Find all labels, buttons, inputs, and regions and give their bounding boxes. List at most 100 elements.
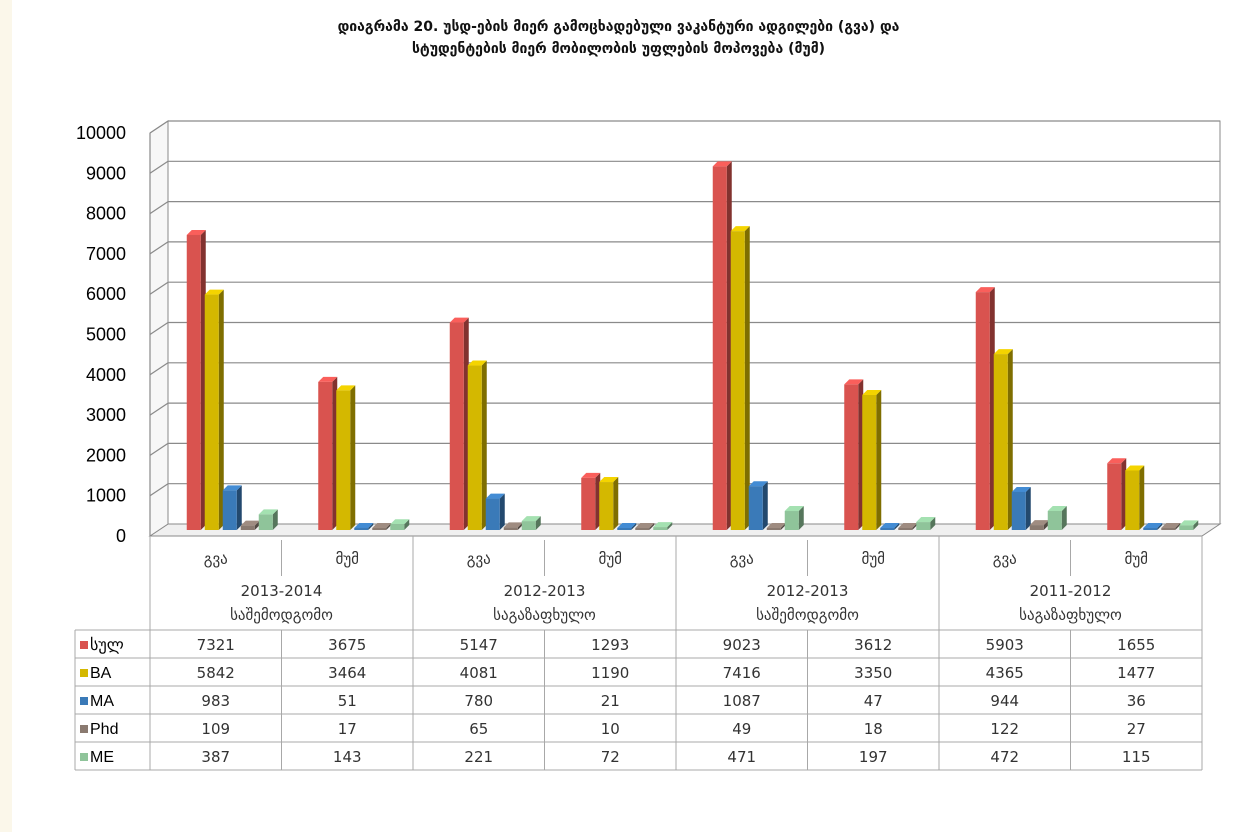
bar-side [481, 360, 487, 530]
bar [748, 481, 768, 530]
bar-top [521, 516, 541, 522]
bar-side [200, 229, 206, 531]
table-cell: 36 [1127, 692, 1146, 710]
chart-title-line1: დიაგრამა 20. უსდ-ების მიერ გამოცხადებული… [337, 19, 900, 35]
bar [318, 376, 338, 530]
gridline-side [149, 241, 169, 255]
group-period-label: 2012-2013 [504, 582, 586, 600]
bar [766, 523, 786, 530]
category-label: მუმ [1124, 550, 1148, 568]
bar [1161, 523, 1181, 530]
bar [485, 493, 505, 530]
bar [975, 287, 995, 530]
table-cell: 3675 [328, 636, 366, 654]
table-cell: 17 [338, 720, 357, 738]
gridline-side [149, 402, 169, 416]
bar-top [1143, 523, 1163, 528]
bar [449, 317, 469, 530]
bar-side [386, 523, 392, 530]
y-tick-label: 0 [116, 526, 126, 546]
bar-top [880, 523, 900, 528]
table-cell: 471 [727, 748, 756, 766]
bar [898, 523, 918, 530]
bar [993, 349, 1013, 530]
table-cell: 5903 [986, 636, 1024, 654]
bar-front [1107, 463, 1122, 530]
y-tick-label: 6000 [86, 284, 126, 304]
bar-top [372, 523, 392, 528]
bar-side [649, 523, 655, 530]
table-cell: 21 [601, 692, 620, 710]
bar [354, 522, 374, 530]
bar-top [730, 226, 750, 232]
bar-top [844, 379, 864, 385]
bar-side [218, 289, 224, 530]
bar [599, 477, 619, 530]
bar [1011, 486, 1031, 530]
table-cell: 122 [990, 720, 1019, 738]
bar-front [712, 166, 727, 530]
bar-top [449, 317, 469, 323]
bar-side [744, 226, 750, 530]
bar [712, 161, 732, 530]
bar [1125, 465, 1145, 530]
legend-swatch [80, 697, 88, 705]
table-cell: 3350 [854, 664, 892, 682]
bar-side [726, 161, 732, 530]
bar-side [1193, 520, 1199, 530]
bar-top [503, 522, 523, 528]
bar [635, 523, 655, 530]
table-cell: 5147 [460, 636, 498, 654]
bar-top [1125, 465, 1145, 471]
legend-swatch [80, 669, 88, 677]
bar-top [862, 389, 882, 395]
bar-front [862, 394, 877, 530]
bar-top [1179, 520, 1199, 526]
bar-top [186, 229, 206, 235]
table-cell: 7416 [723, 664, 761, 682]
bar [1047, 505, 1067, 530]
bar-front [1047, 510, 1062, 530]
table-cell: 472 [990, 748, 1019, 766]
bar-side [989, 287, 995, 530]
bar-side [1175, 523, 1181, 530]
bar-side [1043, 520, 1049, 530]
bar-side [463, 317, 469, 530]
bar-top [222, 485, 242, 491]
bar [617, 523, 637, 530]
bar-front [1143, 528, 1158, 530]
bar [222, 485, 242, 530]
bar-front [222, 490, 237, 530]
legend-swatch [80, 753, 88, 761]
bar [1029, 520, 1049, 530]
bar-front [318, 381, 333, 530]
y-tick-label: 5000 [86, 325, 126, 345]
bar-front [880, 528, 895, 530]
bar-front [485, 498, 500, 530]
y-tick-label: 2000 [86, 445, 126, 465]
bar-front [449, 322, 464, 530]
table-cell: 221 [464, 748, 493, 766]
gridline-side [149, 201, 169, 215]
bar-top [898, 523, 918, 528]
bar-front [916, 522, 931, 530]
bar-front [1161, 528, 1176, 530]
bar [862, 389, 882, 530]
group-period-label: 2011-2012 [1030, 582, 1112, 600]
gridline-side [149, 281, 169, 295]
bar-top [712, 161, 732, 167]
bar-side [517, 522, 523, 530]
bar-top [258, 509, 278, 515]
bar-front [653, 527, 668, 530]
bar [390, 519, 410, 530]
y-tick-label: 9000 [86, 163, 126, 183]
table-cell: 1655 [1117, 636, 1155, 654]
table-cell: 47 [864, 692, 883, 710]
chart-title: დიაგრამა 20. უსდ-ების მიერ გამოცხადებული… [0, 16, 1237, 60]
bar [916, 517, 936, 530]
bar-front [635, 528, 650, 530]
gridline-side [149, 120, 169, 134]
table-cell: 4081 [460, 664, 498, 682]
bar-side [894, 523, 900, 530]
